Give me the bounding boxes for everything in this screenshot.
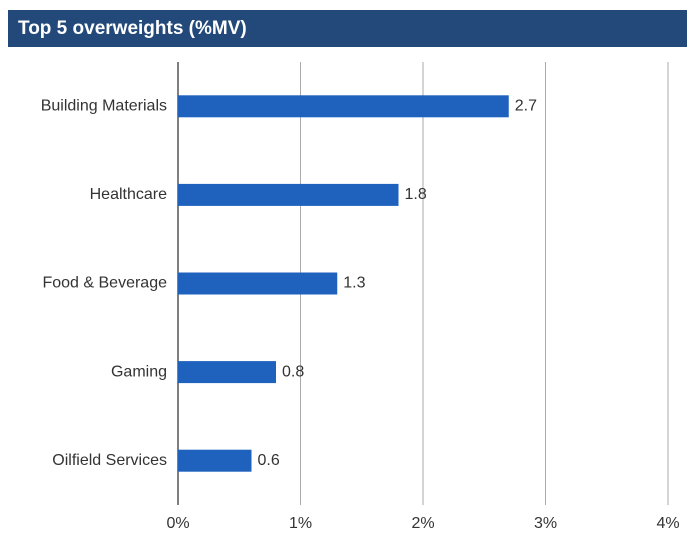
- x-tick-label: 0%: [166, 515, 189, 532]
- value-label: 2.7: [515, 98, 537, 115]
- y-tick-label: Gaming: [111, 363, 167, 380]
- chart-title: Top 5 overweights (%MV): [18, 18, 247, 39]
- bar: [178, 361, 276, 384]
- y-tick-label: Food & Beverage: [42, 275, 167, 292]
- value-label: 1.8: [405, 186, 427, 203]
- bar: [178, 272, 338, 295]
- value-label: 0.8: [282, 363, 304, 380]
- x-tick-label: 2%: [411, 515, 434, 532]
- y-tick-label: Healthcare: [90, 186, 167, 203]
- value-label: 1.3: [343, 275, 365, 292]
- y-tick-label: Building Materials: [41, 98, 167, 115]
- bar: [178, 95, 509, 118]
- y-tick-label: Oilfield Services: [52, 452, 167, 469]
- title-bar: [8, 10, 687, 47]
- bar: [178, 449, 252, 472]
- x-tick-label: 3%: [534, 515, 557, 532]
- value-label: 0.6: [258, 452, 280, 469]
- x-tick-label: 1%: [289, 515, 312, 532]
- bar: [178, 183, 399, 206]
- x-tick-label: 4%: [656, 515, 679, 532]
